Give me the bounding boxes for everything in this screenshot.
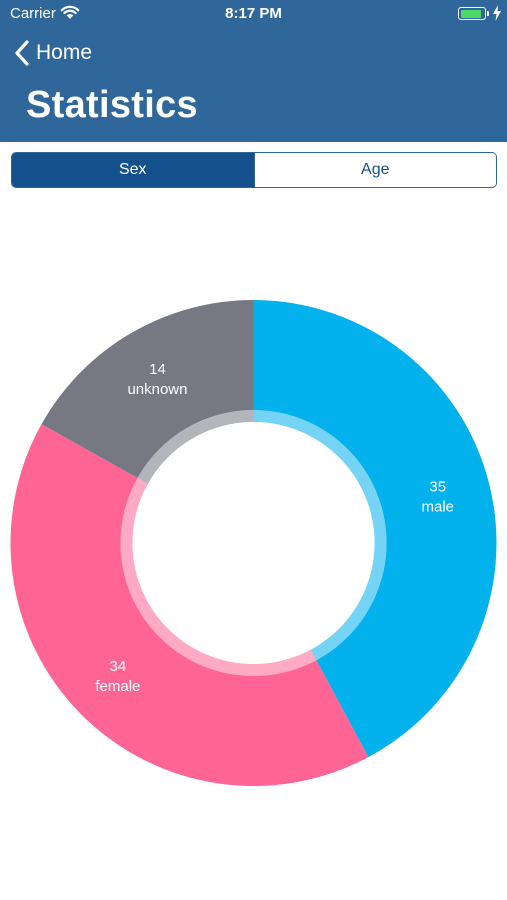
wifi-icon (60, 5, 80, 19)
donut-chart: 35 male 34 female 14 unknown (10, 300, 497, 786)
chevron-left-icon (15, 40, 29, 66)
donut-hole (132, 422, 375, 664)
segment-sex[interactable]: Sex (12, 153, 254, 187)
carrier-label: Carrier (10, 5, 56, 22)
slice-inner-ring-female (120, 477, 317, 676)
slice-female[interactable] (10, 424, 369, 786)
battery-tip (487, 11, 489, 16)
slice-category-label: unknown (127, 381, 187, 398)
battery-icon (458, 7, 486, 20)
segmented-control: Sex Age (11, 152, 497, 188)
segment-age[interactable]: Age (253, 153, 496, 187)
back-button[interactable]: Home (14, 38, 92, 68)
slice-inner-ring-unknown (137, 410, 254, 484)
page-title: Statistics (26, 84, 198, 126)
slice-value-label: 35 (429, 479, 446, 496)
slice-value-label: 34 (110, 658, 127, 675)
slice-category-label: female (95, 678, 140, 695)
battery-level (460, 9, 481, 18)
slice-value-label: 14 (149, 361, 166, 378)
charging-bolt-icon (493, 5, 501, 21)
back-button-label: Home (36, 41, 93, 64)
status-bar: Carrier 8:17 PM (0, 0, 507, 28)
slice-male[interactable] (253, 300, 497, 758)
status-time: 8:17 PM (225, 5, 282, 22)
navigation-header: Carrier 8:17 PM Home Statistics (0, 0, 507, 142)
slice-category-label: male (422, 499, 455, 516)
slice-inner-ring-male (253, 410, 387, 661)
slice-unknown[interactable] (41, 300, 254, 478)
